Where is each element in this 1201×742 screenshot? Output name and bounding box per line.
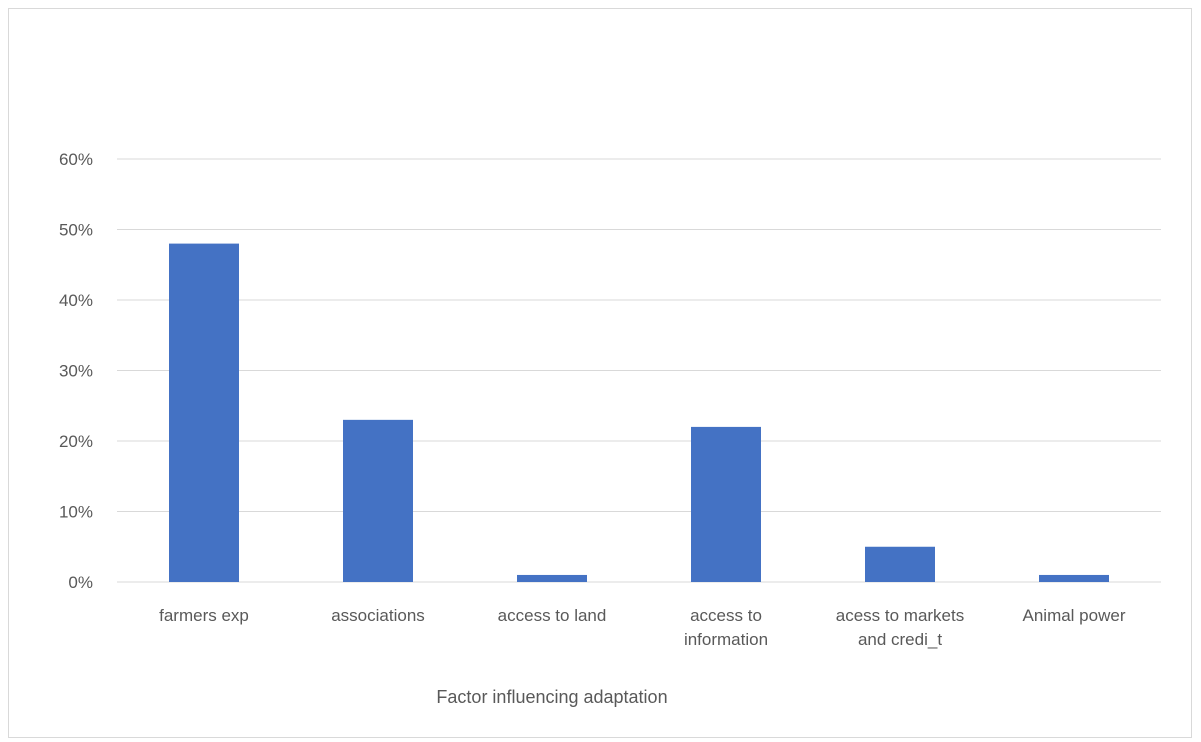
- bars: [169, 243, 1109, 582]
- bar: [691, 426, 761, 582]
- y-tick-label: 50%: [59, 221, 93, 240]
- bar: [169, 243, 239, 582]
- x-tick-label: associations: [331, 606, 425, 625]
- bar: [865, 546, 935, 582]
- y-tick-label: 0%: [68, 573, 93, 592]
- gridlines: [117, 158, 1161, 583]
- y-tick-label: 40%: [59, 291, 93, 310]
- bar: [517, 574, 587, 582]
- x-tick-label: Animal power: [1023, 606, 1126, 625]
- bar: [1039, 574, 1109, 582]
- y-tick-label: 20%: [59, 432, 93, 451]
- x-tick-label: access to information: [684, 606, 768, 649]
- bar: [343, 419, 413, 582]
- x-tick-label: access to land: [498, 606, 607, 625]
- y-axis-ticks: 0% 10% 20% 30% 40% 50% 60%: [59, 150, 93, 592]
- y-tick-label: 10%: [59, 503, 93, 522]
- x-axis-title: Factor influencing adaptation: [436, 687, 667, 707]
- x-tick-label: farmers exp: [159, 606, 249, 625]
- y-tick-label: 60%: [59, 150, 93, 169]
- x-axis-ticks: farmers exp associations access to land acc…: [159, 606, 1126, 649]
- y-tick-label: 30%: [59, 362, 93, 381]
- x-tick-label: acess to markets and credi_t: [836, 606, 965, 649]
